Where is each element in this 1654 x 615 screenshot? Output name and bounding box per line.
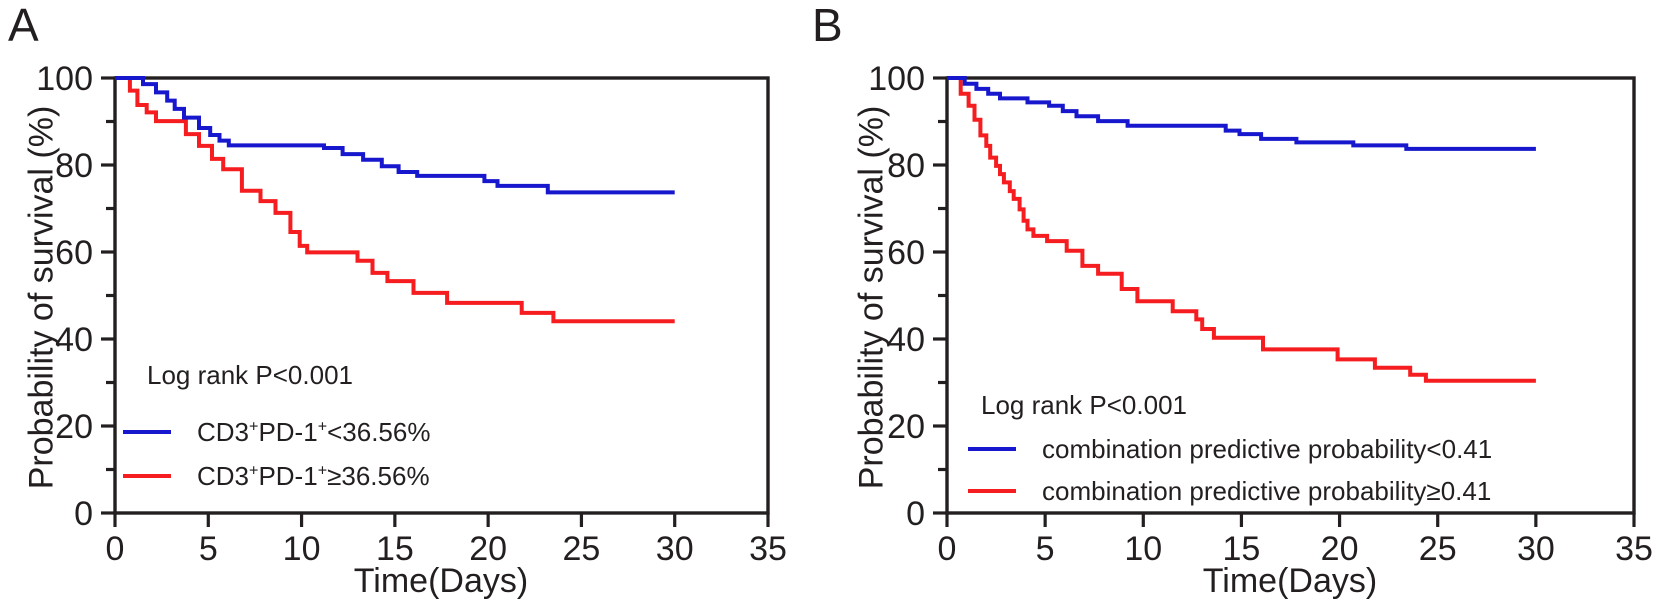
panel-b-legend-swatch-blue	[968, 447, 1016, 451]
panel-a-legend-entry-high: CD3+PD-1+≥36.56%	[123, 461, 430, 491]
x-tick-label: 0	[106, 530, 125, 568]
panel-b-y-axis-title: Probability of survival (%)	[852, 105, 891, 490]
x-tick-label: 5	[199, 530, 218, 568]
x-tick-label: 25	[1419, 530, 1457, 568]
panel-a-legend-label-low: CD3+PD-1+<36.56%	[197, 417, 430, 448]
panel-a-legend-label-high: CD3+PD-1+≥36.56%	[197, 461, 430, 492]
superscript: +	[249, 416, 259, 435]
x-tick-label: 0	[938, 530, 957, 568]
panel-b: 0 5 10 15 20 25 30 35 0 20 40 60 80 100 B Probability…	[812, 0, 1654, 615]
x-tick-label: 20	[1321, 530, 1359, 568]
panel-b-x-axis-title: Time(Days)	[1202, 562, 1378, 600]
label-text: ≥36.56%	[327, 460, 430, 491]
survival-plot-a: 0 5 10 15 20 25 30 35 0 20 40 60 80 100	[36, 60, 787, 568]
survival-curve-blue	[947, 76, 1536, 151]
y-tick-label: 100	[36, 60, 93, 98]
y-tick-label: 60	[55, 234, 93, 272]
panel-a-letter: A	[8, 0, 39, 51]
panel-a-legend-swatch-blue	[123, 430, 171, 434]
x-tick-label: 35	[749, 530, 787, 568]
x-tick-label: 10	[1124, 530, 1162, 568]
panel-a-x-axis-title: Time(Days)	[353, 562, 529, 600]
x-tick-label: 20	[469, 530, 507, 568]
y-tick-label: 0	[74, 495, 93, 533]
x-tick-label: 15	[1223, 530, 1261, 568]
panel-b-legend-label-low: combination predictive probability<0.41	[1042, 434, 1492, 465]
panel-b-legend-entry-high: combination predictive probability≥0.41	[968, 476, 1492, 506]
x-tick-label: 25	[563, 530, 601, 568]
superscript: +	[317, 460, 328, 479]
panel-a-legend-swatch-red	[123, 474, 171, 478]
panel-b-letter: B	[812, 0, 843, 51]
panel-a: 0 5 10 15 20 25 30 35 0 20 40 60 80 100 A Probability…	[8, 0, 787, 600]
y-tick-label: 20	[55, 408, 93, 446]
y-tick-label: 40	[887, 321, 925, 359]
panel-a-y-axis-title: Probability of survival (%)	[22, 105, 61, 490]
y-tick-label: 20	[887, 408, 925, 446]
panel-b-logrank-annotation: Log rank P<0.001	[981, 390, 1187, 420]
y-tick-label: 80	[55, 147, 93, 185]
panel-a-logrank-annotation: Log rank P<0.001	[147, 360, 353, 390]
x-tick-label: 35	[1615, 530, 1653, 568]
label-text: combination predictive probability<0.41	[1042, 433, 1493, 464]
panel-b-legend-entry-low: combination predictive probability<0.41	[968, 434, 1492, 464]
label-text: combination predictive probability≥0.41	[1042, 475, 1492, 506]
superscript: +	[317, 416, 328, 435]
y-tick-label: 100	[868, 60, 925, 98]
survival-curve-red	[947, 76, 1536, 383]
survival-plot-b: 0 5 10 15 20 25 30 35 0 20 40 60 80 100	[868, 60, 1653, 568]
label-text: PD-1	[258, 416, 318, 447]
x-tick-label: 5	[1036, 530, 1055, 568]
panel-a-legend: CD3+PD-1+<36.56% CD3+PD-1+≥36.56%	[123, 417, 430, 491]
survival-curve-red	[115, 76, 675, 324]
y-tick-label: 40	[55, 321, 93, 359]
panel-b-legend-swatch-red	[968, 489, 1016, 493]
y-tick-label: 60	[887, 234, 925, 272]
x-tick-label: 30	[656, 530, 694, 568]
x-tick-label: 30	[1517, 530, 1555, 568]
x-tick-label: 15	[376, 530, 414, 568]
panel-a-legend-entry-low: CD3+PD-1+<36.56%	[123, 417, 430, 447]
label-text: CD3	[197, 460, 250, 491]
label-text: CD3	[197, 416, 250, 447]
label-text: <36.56%	[327, 416, 431, 447]
superscript: +	[249, 460, 259, 479]
y-tick-label: 80	[887, 147, 925, 185]
y-tick-label: 0	[906, 495, 925, 533]
panel-b-legend: combination predictive probability<0.41 …	[968, 434, 1492, 506]
panel-b-legend-label-high: combination predictive probability≥0.41	[1042, 476, 1491, 507]
survival-curve-blue	[115, 76, 675, 195]
label-text: PD-1	[258, 460, 318, 491]
x-tick-label: 10	[283, 530, 321, 568]
